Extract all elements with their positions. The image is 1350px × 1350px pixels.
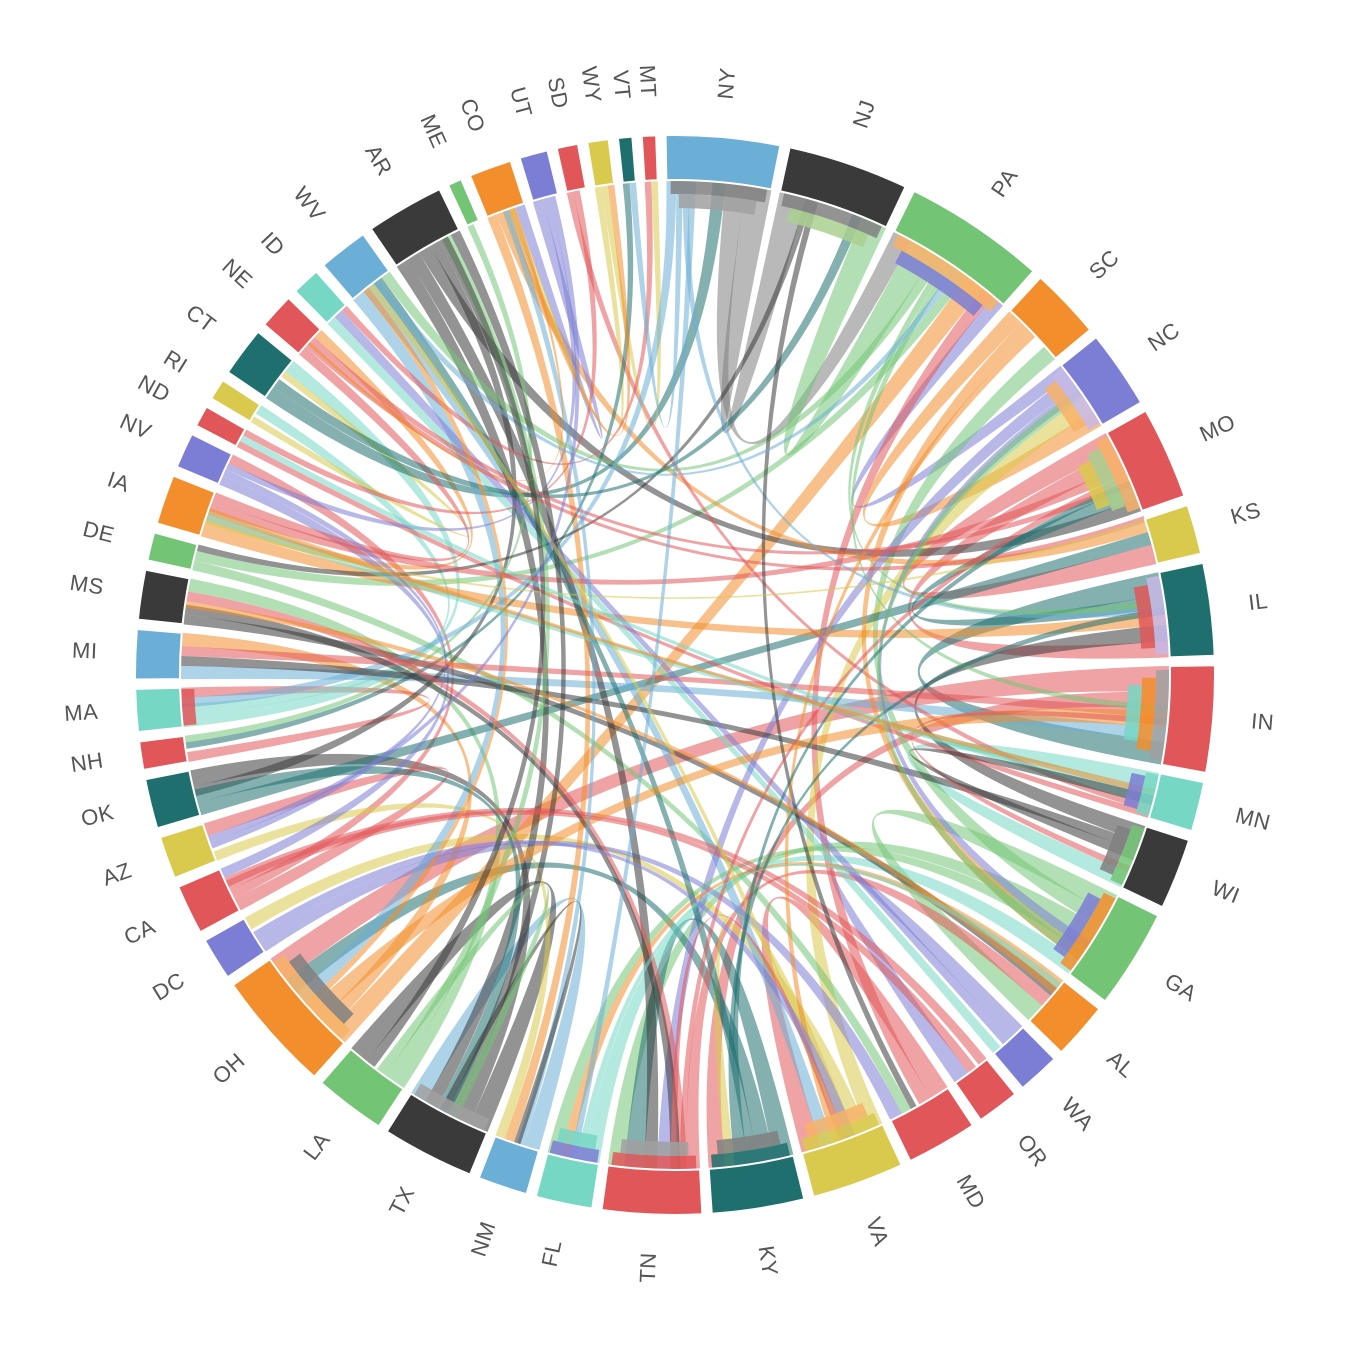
label-CA: CA: [120, 914, 159, 950]
label-NV: NV: [116, 408, 155, 444]
label-ME: ME: [415, 110, 452, 151]
label-NJ: NJ: [848, 97, 881, 131]
label-MA: MA: [63, 699, 99, 726]
label-DE: DE: [80, 516, 117, 548]
arc-OK: [145, 771, 200, 829]
arc-DE: [147, 532, 197, 570]
label-KS: KS: [1228, 497, 1264, 529]
label-OK: OK: [78, 799, 116, 831]
label-DC: DC: [148, 967, 189, 1006]
label-IN: IN: [1250, 708, 1275, 735]
label-AL: AL: [1102, 1046, 1139, 1083]
arc-MA: [135, 688, 183, 732]
label-TN: TN: [635, 1252, 661, 1283]
label-MN: MN: [1233, 802, 1273, 835]
label-NY: NY: [713, 67, 741, 101]
label-ID: ID: [256, 227, 290, 261]
label-GA: GA: [1160, 968, 1201, 1007]
label-OR: OR: [1012, 1129, 1052, 1171]
arc-MS: [138, 570, 190, 625]
label-WY: WY: [577, 65, 607, 105]
label-FL: FL: [537, 1238, 567, 1269]
arc-SD: [557, 144, 586, 192]
label-IL: IL: [1247, 588, 1269, 615]
label-OH: OH: [208, 1048, 250, 1089]
arc-VT: [618, 137, 636, 183]
label-MO: MO: [1196, 409, 1240, 447]
label-AZ: AZ: [99, 857, 135, 890]
label-KY: KY: [754, 1244, 783, 1278]
arc-WY: [587, 139, 614, 186]
arc-UT: [520, 150, 558, 201]
label-MS: MS: [68, 570, 105, 600]
label-NM: NM: [466, 1218, 501, 1259]
label-PA: PA: [986, 164, 1023, 202]
label-VT: VT: [608, 69, 636, 100]
arc-TN: [602, 1165, 703, 1215]
label-NC: NC: [1143, 317, 1184, 356]
label-IA: IA: [104, 466, 133, 497]
chord-diagram: NY NJ PA SC NC MO KS IL IN MN WI GA ALWAOR MD VA KY TN FL…: [0, 0, 1350, 1350]
chord-svg: NY NJ PA SC NC MO KS IL IN MN WI GA ALWAOR MD VA KY TN FL…: [0, 0, 1350, 1350]
arc-MT: [642, 135, 658, 181]
arc-NH: [139, 736, 188, 770]
label-WA: WA: [1057, 1092, 1099, 1135]
label-CT: CT: [181, 299, 220, 337]
label-WI: WI: [1208, 875, 1243, 909]
label-WV: WV: [289, 182, 331, 226]
label-TX: TX: [384, 1182, 420, 1219]
label-SC: SC: [1084, 245, 1124, 285]
label-UT: UT: [505, 84, 537, 120]
arc-MI: [135, 629, 182, 679]
label-LA: LA: [298, 1127, 335, 1164]
arc-IN: [1162, 665, 1215, 773]
label-ND: ND: [134, 370, 175, 408]
label-VA: VA: [861, 1214, 894, 1249]
label-NE: NE: [217, 254, 257, 294]
label-NH: NH: [69, 747, 105, 777]
label-RI: RI: [159, 345, 192, 378]
label-SD: SD: [543, 75, 574, 111]
label-MI: MI: [72, 638, 98, 664]
label-AR: AR: [360, 140, 397, 180]
label-MD: MD: [952, 1170, 991, 1213]
label-MT: MT: [635, 64, 662, 98]
label-CO: CO: [455, 95, 490, 136]
